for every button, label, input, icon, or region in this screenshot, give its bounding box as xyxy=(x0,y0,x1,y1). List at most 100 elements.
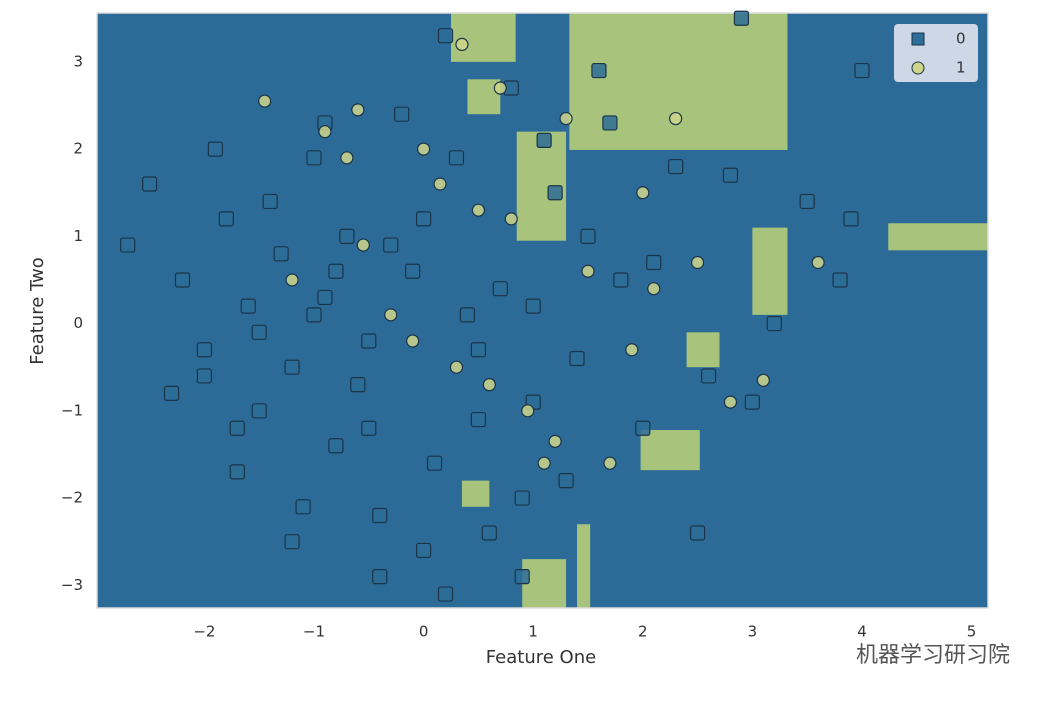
x-tick-label: 5 xyxy=(967,623,977,641)
point xyxy=(603,456,617,470)
point xyxy=(756,373,770,387)
point xyxy=(733,10,750,26)
legend-label: 0 xyxy=(956,30,966,48)
decision-region xyxy=(450,13,516,62)
point xyxy=(196,368,213,384)
point xyxy=(306,150,322,166)
decision-region xyxy=(640,430,700,471)
y-tick-label: −2 xyxy=(61,489,83,507)
point xyxy=(174,272,191,288)
decision-region xyxy=(461,480,490,507)
point xyxy=(433,177,447,191)
point xyxy=(470,411,486,428)
point xyxy=(318,125,332,139)
point xyxy=(284,359,300,375)
x-tick-label: 3 xyxy=(748,623,758,641)
x-tick-label: −2 xyxy=(193,623,215,641)
point xyxy=(361,420,377,436)
point xyxy=(285,273,299,287)
point xyxy=(384,308,398,322)
point xyxy=(722,167,739,183)
point xyxy=(547,185,563,201)
point xyxy=(273,246,289,262)
point xyxy=(351,103,365,117)
point xyxy=(405,263,421,279)
point xyxy=(558,473,574,489)
point xyxy=(471,203,485,217)
plot-frame xyxy=(96,12,989,609)
point xyxy=(646,254,662,271)
point xyxy=(437,28,454,44)
point xyxy=(207,141,223,157)
point xyxy=(625,343,639,357)
x-tick-label: 0 xyxy=(419,623,429,641)
y-tick-label: 2 xyxy=(73,140,83,158)
point xyxy=(372,568,388,585)
point xyxy=(481,525,497,541)
point xyxy=(426,455,443,471)
point xyxy=(437,586,454,602)
decision-region xyxy=(752,227,788,315)
point xyxy=(504,212,518,226)
point xyxy=(415,211,432,227)
point xyxy=(647,282,661,296)
point xyxy=(689,525,706,541)
decision-region xyxy=(686,332,720,368)
point xyxy=(448,150,465,166)
point xyxy=(766,315,782,332)
y-tick-label: 0 xyxy=(73,314,83,332)
point xyxy=(832,272,848,288)
x-tick-label: 4 xyxy=(857,623,867,641)
point xyxy=(350,377,366,393)
point xyxy=(415,542,432,559)
point xyxy=(340,151,354,165)
point xyxy=(328,263,344,279)
point xyxy=(470,342,486,358)
decision-region xyxy=(522,559,567,608)
point xyxy=(262,193,278,210)
x-tick-label: −1 xyxy=(303,623,325,641)
point xyxy=(514,568,530,585)
point xyxy=(591,62,607,79)
legend-marker xyxy=(911,32,925,46)
point xyxy=(843,211,859,227)
point xyxy=(339,228,355,244)
point xyxy=(356,238,370,252)
point xyxy=(306,307,322,323)
point xyxy=(548,434,562,448)
point xyxy=(406,334,420,348)
point xyxy=(383,237,399,253)
y-tick-label: −3 xyxy=(61,576,83,594)
point xyxy=(580,228,596,244)
point xyxy=(669,111,683,126)
point xyxy=(559,111,573,126)
point xyxy=(602,115,618,131)
point xyxy=(258,94,272,108)
point xyxy=(251,324,267,340)
point xyxy=(811,255,825,270)
point xyxy=(482,378,496,392)
point xyxy=(394,106,410,122)
point xyxy=(218,211,234,227)
point xyxy=(284,534,300,550)
point xyxy=(251,403,267,419)
point xyxy=(120,237,136,253)
y-tick-label: 1 xyxy=(73,227,83,245)
y-tick-label: −1 xyxy=(61,401,83,419)
point xyxy=(493,81,507,95)
point xyxy=(240,298,256,314)
point xyxy=(799,193,815,210)
point xyxy=(459,307,476,323)
point xyxy=(854,62,870,79)
point xyxy=(317,289,333,306)
y-axis-label: Feature Two xyxy=(27,257,48,365)
point xyxy=(569,350,585,367)
point xyxy=(142,176,158,192)
point xyxy=(525,298,541,314)
legend-label: 1 xyxy=(956,59,966,77)
point xyxy=(581,264,595,278)
point xyxy=(372,507,388,524)
point xyxy=(723,395,738,409)
point xyxy=(744,394,760,410)
